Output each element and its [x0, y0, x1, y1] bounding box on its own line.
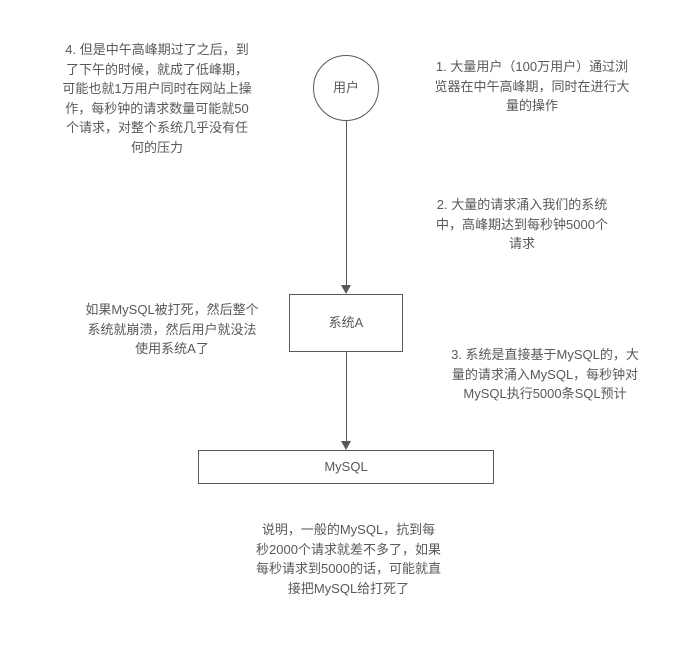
annotation-4: 4. 但是中午高峰期过了之后，到了下午的时候，就成了低峰期，可能也就1万用户同时…	[62, 40, 252, 157]
annotation-2-text: 2. 大量的请求涌入我们的系统中，高峰期达到每秒钟5000个请求	[436, 197, 608, 251]
annotation-bottom: 说明，一般的MySQL，抗到每秒2000个请求就差不多了，如果每秒请求到5000…	[256, 520, 441, 598]
edge-user-to-systemA	[346, 121, 347, 285]
annotation-bottom-text: 说明，一般的MySQL，抗到每秒2000个请求就差不多了，如果每秒请求到5000…	[256, 522, 441, 596]
node-user: 用户	[313, 55, 379, 121]
annotation-1-text: 1. 大量用户（100万用户）通过浏览器在中午高峰期，同时在进行大量的操作	[434, 59, 629, 113]
annotation-3: 3. 系统是直接基于MySQL的，大量的请求涌入MySQL，每秒钟对MySQL执…	[450, 345, 640, 404]
node-user-label: 用户	[333, 78, 359, 98]
annotation-crash: 如果MySQL被打死，然后整个系统就崩溃，然后用户就没法使用系统A了	[82, 300, 262, 359]
node-mysql-label: MySQL	[324, 457, 367, 477]
node-mysql: MySQL	[198, 450, 494, 484]
annotation-1: 1. 大量用户（100万用户）通过浏览器在中午高峰期，同时在进行大量的操作	[432, 57, 632, 116]
arrowhead-systemA-to-mysql	[341, 441, 351, 450]
annotation-3-text: 3. 系统是直接基于MySQL的，大量的请求涌入MySQL，每秒钟对MySQL执…	[451, 347, 639, 401]
edge-systemA-to-mysql	[346, 352, 347, 441]
node-systemA: 系统A	[289, 294, 403, 352]
annotation-4-text: 4. 但是中午高峰期过了之后，到了下午的时候，就成了低峰期，可能也就1万用户同时…	[62, 42, 251, 155]
node-systemA-label: 系统A	[329, 313, 364, 333]
arrowhead-user-to-systemA	[341, 285, 351, 294]
annotation-2: 2. 大量的请求涌入我们的系统中，高峰期达到每秒钟5000个请求	[432, 195, 612, 254]
annotation-crash-text: 如果MySQL被打死，然后整个系统就崩溃，然后用户就没法使用系统A了	[85, 302, 258, 356]
